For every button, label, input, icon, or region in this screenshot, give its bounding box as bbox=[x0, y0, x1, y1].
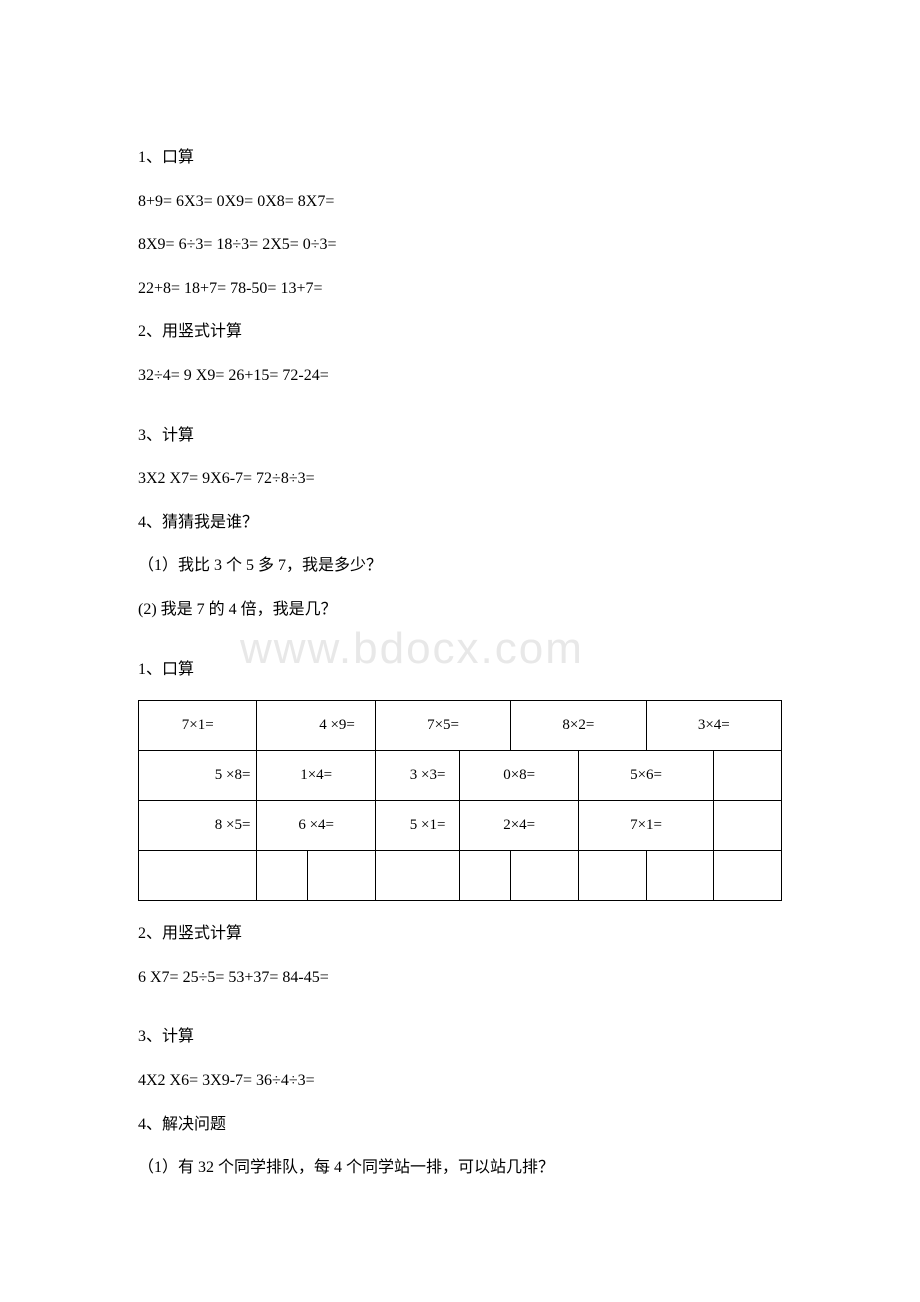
s1-q4-title: 4、猜猜我是谁？ bbox=[138, 510, 782, 536]
s1-q1-line3: 22+8= 18+7= 78-50= 13+7= bbox=[138, 276, 782, 302]
document-content: 1、口算 8+9= 6X3= 0X9= 0X8= 8X7= 8X9= 6÷3= … bbox=[138, 145, 782, 1181]
table-row bbox=[139, 851, 782, 901]
table-row: 8 ×5= 6 ×4= 5 ×1= 2×4= 7×1= bbox=[139, 801, 782, 851]
table-cell bbox=[460, 851, 511, 901]
s2-q2-title: 2、用竖式计算 bbox=[138, 921, 782, 947]
table-cell bbox=[714, 851, 782, 901]
table-cell: 8 ×5= bbox=[139, 801, 257, 851]
table-cell bbox=[578, 851, 646, 901]
table-cell: 3×4= bbox=[646, 701, 781, 751]
s2-q4-line1: （1）有 32 个同学排队，每 4 个同学站一排，可以站几排？ bbox=[138, 1155, 782, 1181]
s1-q3-title: 3、计算 bbox=[138, 423, 782, 449]
table-cell: 7×1= bbox=[139, 701, 257, 751]
table-cell: 2×4= bbox=[460, 801, 578, 851]
table-cell bbox=[375, 851, 460, 901]
table-cell: 5×6= bbox=[578, 751, 713, 801]
table-cell bbox=[308, 851, 376, 901]
table-cell bbox=[257, 851, 308, 901]
table-cell bbox=[511, 851, 579, 901]
table-cell: 3 ×3= bbox=[375, 751, 460, 801]
table-cell bbox=[646, 851, 714, 901]
table-row: 7×1= 4 ×9= 7×5= 8×2= 3×4= bbox=[139, 701, 782, 751]
table-row: 5 ×8= 1×4= 3 ×3= 0×8= 5×6= bbox=[139, 751, 782, 801]
table-cell bbox=[714, 801, 782, 851]
s2-q1-title: 1、口算 bbox=[138, 657, 782, 683]
s1-q1-title: 1、口算 bbox=[138, 145, 782, 171]
s2-q2-line1: 6 X7= 25÷5= 53+37= 84-45= bbox=[138, 965, 782, 991]
s1-q1-line1: 8+9= 6X3= 0X9= 0X8= 8X7= bbox=[138, 189, 782, 215]
table-cell bbox=[714, 751, 782, 801]
s1-q1-line2: 8X9= 6÷3= 18÷3= 2X5= 0÷3= bbox=[138, 232, 782, 258]
table-cell: 0×8= bbox=[460, 751, 578, 801]
table-cell: 5 ×8= bbox=[139, 751, 257, 801]
s2-q3-title: 3、计算 bbox=[138, 1024, 782, 1050]
s2-q4-title: 4、解决问题 bbox=[138, 1112, 782, 1138]
table-cell: 4 ×9= bbox=[257, 701, 375, 751]
table-cell bbox=[139, 851, 257, 901]
table-cell: 6 ×4= bbox=[257, 801, 375, 851]
s1-q2-title: 2、用竖式计算 bbox=[138, 319, 782, 345]
s1-q2-line1: 32÷4= 9 X9= 26+15= 72-24= bbox=[138, 363, 782, 389]
math-table: 7×1= 4 ×9= 7×5= 8×2= 3×4= 5 ×8= 1×4= 3 ×… bbox=[138, 700, 782, 901]
s1-q3-line1: 3X2 X7= 9X6-7= 72÷8÷3= bbox=[138, 466, 782, 492]
table-cell: 7×5= bbox=[375, 701, 510, 751]
s1-q4-line2: (2) 我是 7 的 4 倍，我是几？ bbox=[138, 597, 782, 623]
s1-q4-line1: （1）我比 3 个 5 多 7，我是多少？ bbox=[138, 553, 782, 579]
table-cell: 7×1= bbox=[578, 801, 713, 851]
s2-q3-line1: 4X2 X6= 3X9-7= 36÷4÷3= bbox=[138, 1068, 782, 1094]
table-cell: 8×2= bbox=[511, 701, 646, 751]
table-cell: 5 ×1= bbox=[375, 801, 460, 851]
table-cell: 1×4= bbox=[257, 751, 375, 801]
